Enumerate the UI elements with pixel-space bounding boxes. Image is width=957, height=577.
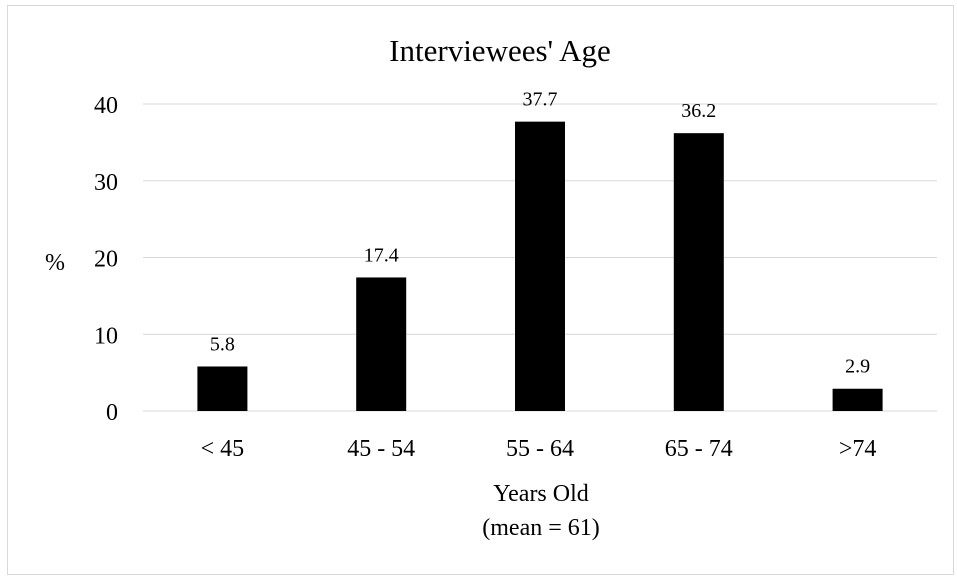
x-tick-label: 55 - 64: [506, 436, 574, 462]
x-axis-note: (mean = 61): [482, 515, 600, 541]
bar: [356, 277, 407, 411]
y-tick-label: 0: [106, 400, 118, 426]
chart-frame: [7, 5, 954, 575]
bar: [673, 133, 724, 412]
x-axis-label: Years Old: [493, 481, 589, 507]
x-tick-label: 65 - 74: [665, 436, 733, 462]
y-axis-ticks: 0 10 20 30 40: [94, 93, 118, 426]
y-axis-label: %: [45, 250, 65, 276]
data-label: 36.2: [681, 100, 716, 122]
y-tick-label: 20: [94, 247, 118, 273]
x-tick-label: < 45: [201, 436, 245, 462]
y-tick-label: 40: [94, 93, 118, 119]
data-label: 5.8: [210, 333, 235, 355]
chart-title: Interviewees' Age: [389, 33, 611, 68]
bars: [197, 121, 883, 412]
x-axis-ticks: < 45 45 - 54 55 - 64 65 - 74 >74: [201, 436, 877, 462]
x-tick-label: 45 - 54: [347, 436, 415, 462]
data-label: 2.9: [845, 356, 870, 378]
data-label: 17.4: [364, 244, 399, 266]
bar: [515, 121, 565, 411]
data-labels: 5.8 17.4 37.7 36.2 2.9: [210, 89, 870, 378]
data-label: 37.7: [523, 89, 558, 111]
bar: [832, 388, 883, 411]
y-tick-label: 30: [94, 170, 118, 196]
y-tick-label: 10: [94, 323, 118, 349]
bar: [197, 366, 248, 411]
x-tick-label: >74: [839, 436, 877, 462]
